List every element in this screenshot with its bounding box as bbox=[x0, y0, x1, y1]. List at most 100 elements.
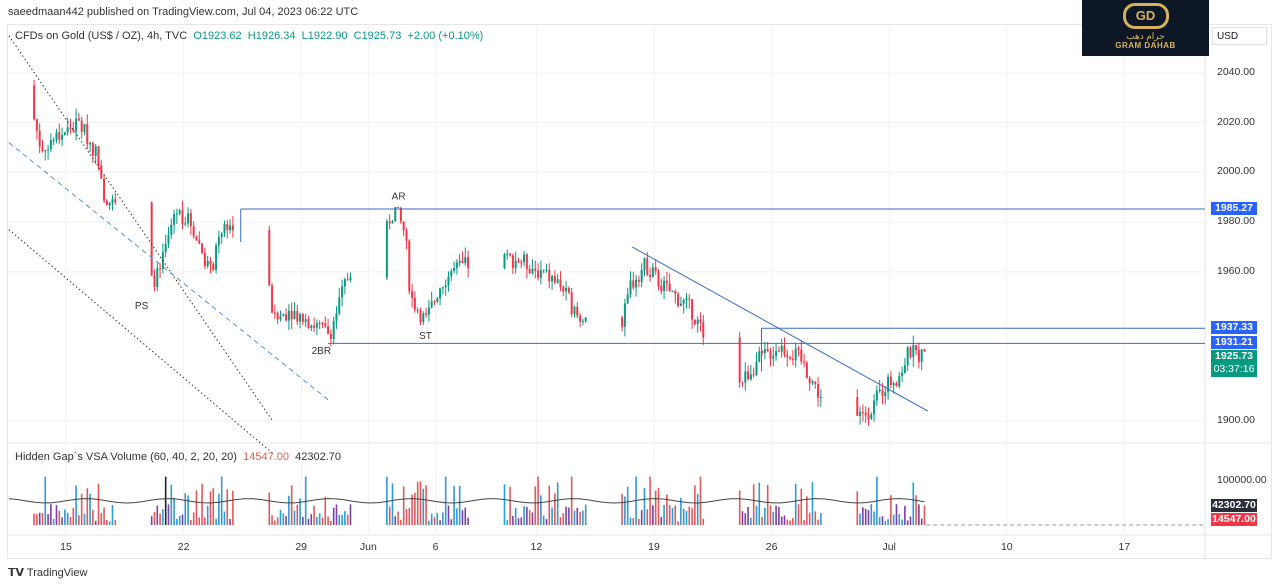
candle-body bbox=[811, 381, 814, 384]
volume-indicator-name: Hidden Gap`s VSA Volume (60, 40, 2, 20, … bbox=[15, 451, 237, 463]
volume-bar bbox=[302, 516, 304, 525]
candle-body bbox=[643, 258, 646, 270]
volume-bar bbox=[456, 508, 458, 525]
volume-bar bbox=[78, 515, 80, 525]
currency-selector[interactable]: USD bbox=[1212, 27, 1267, 45]
candle-body bbox=[391, 221, 394, 224]
gram-dahab-logo: GD جرام دهب GRAM DAHAB bbox=[1082, 0, 1209, 56]
logo-arabic: جرام دهب bbox=[1126, 31, 1165, 41]
volume-bar bbox=[58, 510, 61, 525]
volume-bar bbox=[232, 490, 234, 525]
candle-body bbox=[537, 270, 540, 278]
candle-body bbox=[539, 270, 542, 278]
volume-bar bbox=[579, 511, 581, 525]
volume-bar bbox=[335, 504, 338, 525]
candle-body bbox=[447, 276, 450, 286]
volume-legend: Hidden Gap`s VSA Volume (60, 40, 2, 20, … bbox=[15, 451, 341, 463]
candle-body bbox=[66, 127, 69, 133]
volume-bar bbox=[862, 507, 864, 525]
candle-body bbox=[901, 372, 904, 376]
volume-bar bbox=[310, 514, 313, 525]
volume-bar bbox=[41, 512, 44, 525]
volume-bar bbox=[750, 517, 752, 525]
volume-bar bbox=[688, 506, 691, 525]
tradingview-footer[interactable]: 𝗧𝗩 TradingView bbox=[8, 566, 87, 579]
volume-bar bbox=[663, 505, 665, 525]
channel-line bbox=[8, 142, 331, 402]
candle-body bbox=[198, 240, 201, 244]
volume-bar bbox=[509, 486, 511, 525]
candle-body bbox=[906, 347, 909, 366]
candle-body bbox=[170, 224, 173, 235]
candle-body bbox=[310, 325, 313, 329]
candle-body bbox=[217, 236, 220, 246]
candle-body bbox=[425, 313, 428, 315]
volume-bar bbox=[178, 515, 181, 525]
volume-bar bbox=[892, 514, 895, 525]
volume-bar bbox=[187, 495, 189, 525]
volume-bar bbox=[764, 507, 766, 525]
candle-body bbox=[674, 291, 677, 294]
candle-body bbox=[150, 202, 153, 276]
volume-bar bbox=[517, 518, 520, 525]
volume-bar bbox=[674, 505, 677, 525]
candle-body bbox=[551, 276, 554, 282]
candle-body bbox=[35, 119, 38, 131]
volume-bar bbox=[290, 485, 293, 525]
time-tick-label: 12 bbox=[530, 541, 543, 553]
volume-bar bbox=[103, 507, 105, 525]
candle-body bbox=[164, 243, 167, 253]
volume-bar bbox=[450, 519, 453, 525]
volume-bar bbox=[338, 514, 341, 525]
volume-bar bbox=[108, 521, 111, 525]
volume-bar bbox=[86, 488, 89, 525]
volume-bar bbox=[162, 509, 164, 525]
volume-bar bbox=[800, 488, 803, 525]
candle-body bbox=[422, 313, 425, 322]
ohlc-change: +2.00 (+0.10%) bbox=[407, 30, 484, 42]
candle-body bbox=[94, 146, 97, 156]
volume-bar bbox=[330, 520, 332, 525]
candle-body bbox=[909, 347, 912, 357]
volume-bar bbox=[206, 505, 209, 525]
candle-body bbox=[803, 361, 806, 363]
volume-bar bbox=[268, 492, 271, 525]
candle-body bbox=[780, 345, 783, 352]
time-tick-label: 29 bbox=[295, 541, 308, 553]
candle-body bbox=[777, 351, 780, 353]
candle-body bbox=[744, 371, 747, 383]
volume-bar bbox=[626, 486, 629, 525]
candle-body bbox=[69, 127, 72, 130]
volume-bar bbox=[405, 509, 408, 525]
volume-bar bbox=[349, 504, 352, 525]
volume-bar bbox=[304, 476, 307, 525]
candle-body bbox=[635, 279, 638, 288]
volume-bar bbox=[691, 508, 693, 525]
volume-bar bbox=[506, 519, 509, 525]
volume-bar bbox=[859, 513, 861, 525]
candle-body bbox=[531, 268, 534, 274]
volume-bar bbox=[685, 511, 688, 525]
candle-body bbox=[187, 213, 190, 224]
candle-body bbox=[464, 257, 467, 264]
candle-body bbox=[153, 275, 156, 287]
candle-body bbox=[511, 255, 514, 269]
volume-bar bbox=[52, 518, 55, 525]
candle-body bbox=[290, 310, 293, 320]
volume-bar bbox=[738, 490, 741, 525]
volume-bar bbox=[402, 486, 405, 525]
volume-bar bbox=[884, 521, 887, 525]
volume-bar bbox=[649, 476, 651, 525]
candle-body bbox=[699, 319, 702, 323]
candle-body bbox=[173, 214, 176, 225]
candle-body bbox=[867, 415, 870, 419]
volume-value-2: 42302.70 bbox=[295, 451, 341, 463]
volume-bar bbox=[632, 518, 635, 525]
volume-bar bbox=[430, 513, 433, 525]
time-tick-label: Jul bbox=[882, 541, 896, 553]
volume-bar bbox=[870, 504, 873, 525]
volume-bar bbox=[285, 516, 287, 525]
volume-bar bbox=[584, 504, 587, 525]
volume-bar bbox=[444, 476, 447, 525]
